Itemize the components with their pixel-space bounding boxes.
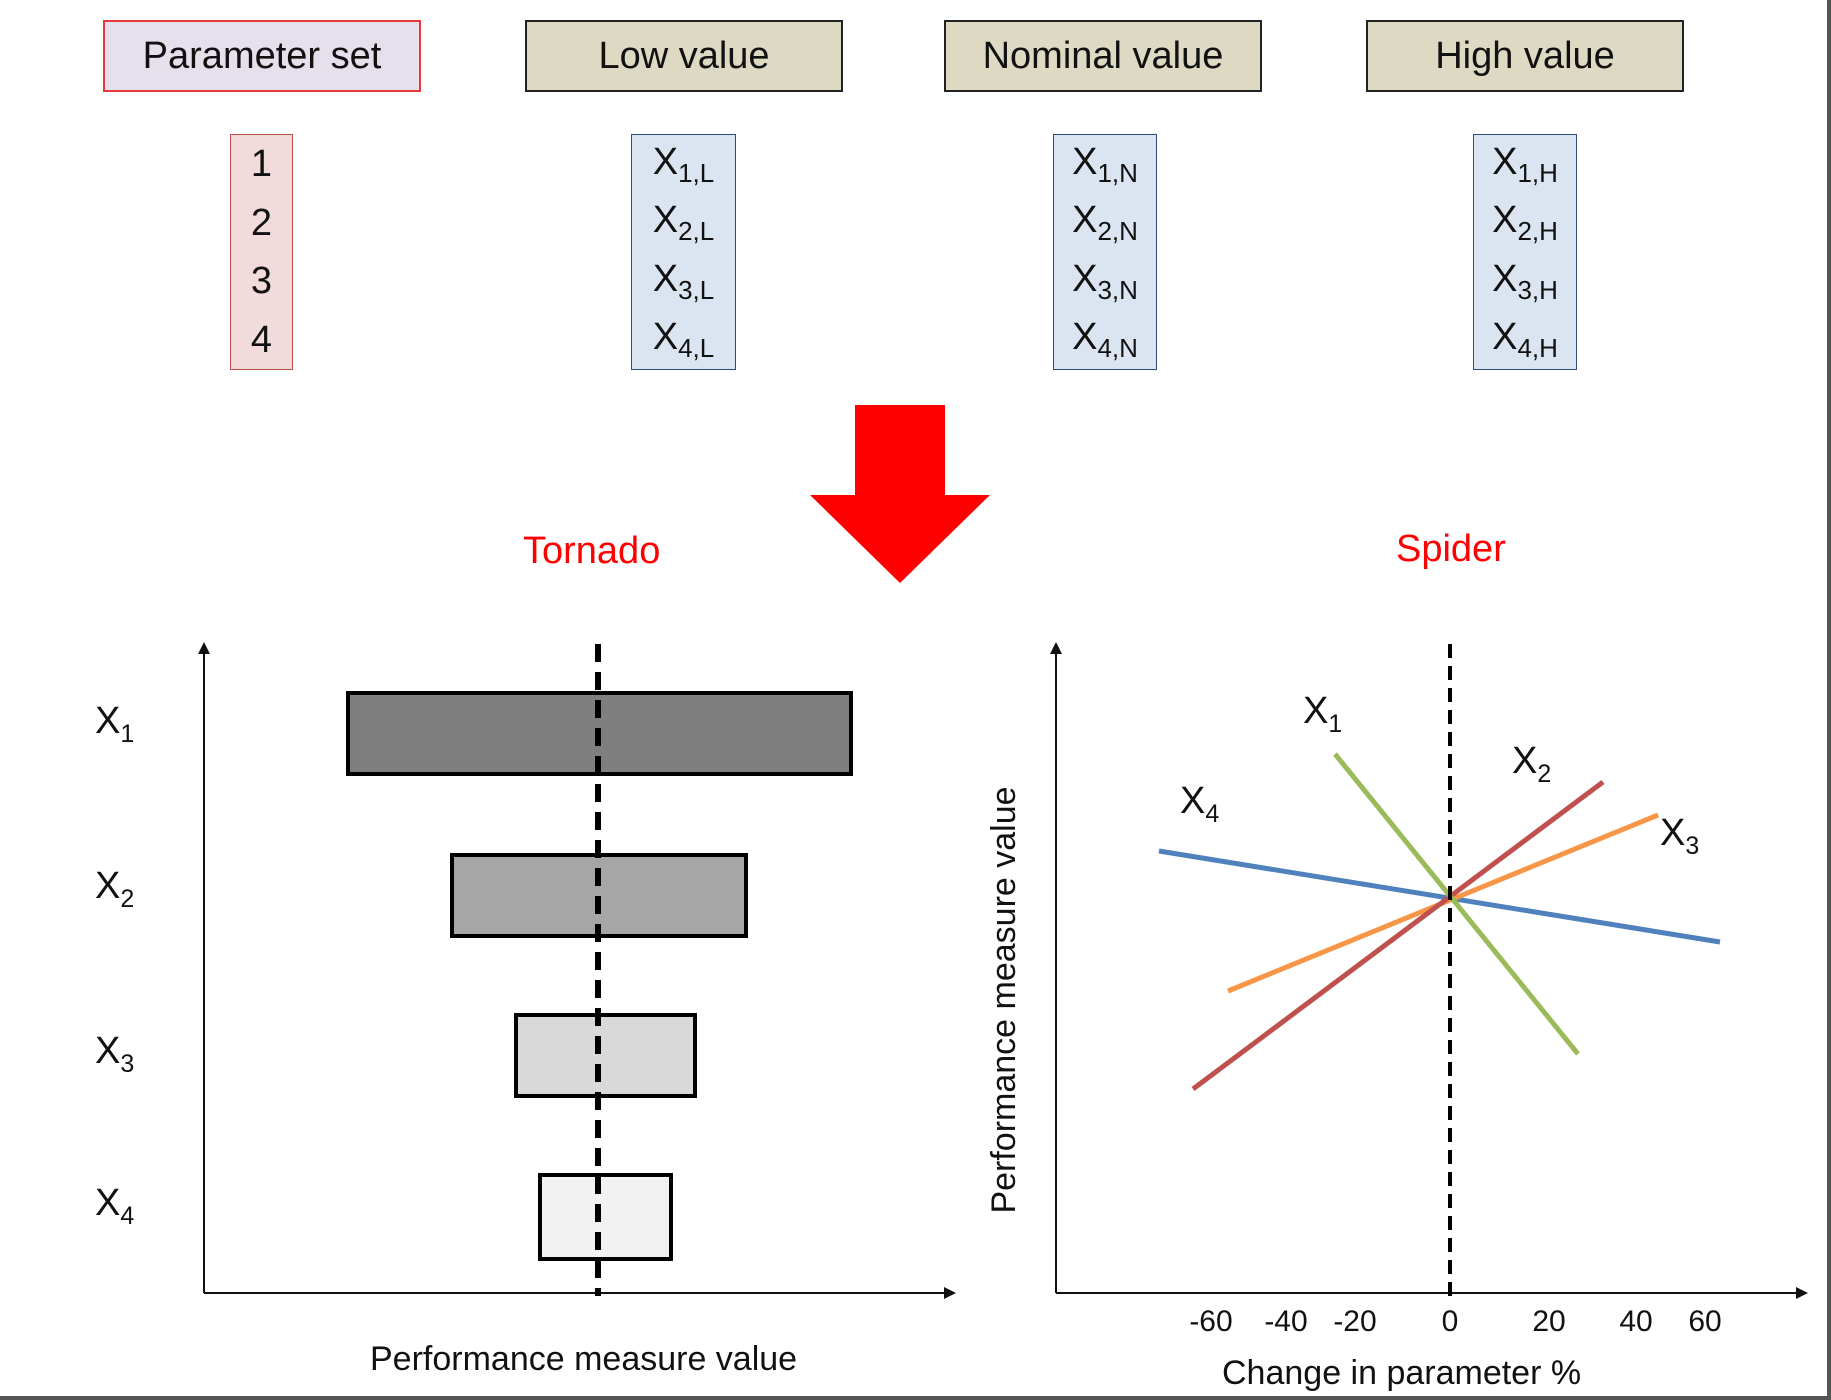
- spider-x-tick: 20: [1532, 1305, 1565, 1338]
- variable-symbol: X: [1072, 257, 1098, 300]
- variable-symbol: X: [1492, 199, 1518, 242]
- low-value-cell: X3,L: [653, 260, 715, 303]
- variable-subscript: 2: [1537, 760, 1552, 788]
- spider-x-axis-title: Change in parameter %: [1222, 1354, 1582, 1392]
- variable-symbol: X: [1492, 257, 1518, 300]
- variable-symbol: X: [652, 316, 679, 359]
- low-value-cell: X1,L: [653, 143, 715, 186]
- high-value-cell: X3,H: [1492, 260, 1558, 303]
- high-value-cell: X2,H: [1492, 201, 1558, 244]
- variable-subscript: 2,L: [678, 216, 715, 247]
- nominal-value-header: Nominal value: [944, 20, 1262, 92]
- nominal-value-cell: X4,N: [1072, 318, 1138, 361]
- spider-x-tick: -60: [1189, 1305, 1232, 1338]
- tornado-label-x1: X1: [95, 700, 134, 749]
- variable-symbol: X: [1303, 690, 1329, 732]
- high-value-cell: X1,H: [1492, 143, 1558, 186]
- high-value-header-label: High value: [1435, 34, 1615, 77]
- spider-title: Spider: [1396, 528, 1506, 570]
- variable-subscript: 4,H: [1517, 333, 1558, 364]
- spider-y-axis-title: Performance measure value: [985, 786, 1023, 1214]
- spider-x-tick: 60: [1688, 1305, 1721, 1338]
- variable-subscript: 4,L: [678, 333, 715, 364]
- variable-symbol: X: [1072, 140, 1098, 183]
- image-border-bottom: [0, 1396, 1831, 1400]
- parameter-number: 3: [250, 260, 273, 303]
- variable-subscript: 2,H: [1517, 216, 1558, 247]
- variable-symbol: X: [1180, 780, 1206, 822]
- variable-subscript: 3,H: [1517, 274, 1558, 305]
- parameter-set-column: 1 2 3 4: [230, 134, 293, 370]
- variable-subscript: 1: [1328, 710, 1343, 738]
- image-border-right: [1827, 0, 1831, 1400]
- variable-subscript: 1,H: [1517, 157, 1558, 188]
- variable-subscript: 3,N: [1097, 274, 1138, 305]
- high-value-header: High value: [1366, 20, 1684, 92]
- variable-subscript: 4: [120, 1202, 135, 1230]
- spider-label-x2: X2: [1512, 740, 1551, 789]
- spider-line-x1: [1333, 752, 1580, 1056]
- variable-symbol: X: [1492, 140, 1518, 183]
- variable-subscript: 1,L: [678, 157, 715, 188]
- variable-symbol: X: [95, 700, 121, 742]
- variable-subscript: 2: [120, 885, 135, 913]
- variable-subscript: 4: [1205, 800, 1220, 828]
- parameter-set-header: Parameter set: [103, 20, 421, 92]
- variable-subscript: 3: [120, 1050, 135, 1078]
- low-value-column: X1,L X2,L X3,L X4,L: [631, 134, 736, 370]
- parameter-set-header-label: Parameter set: [142, 34, 382, 77]
- variable-symbol: X: [652, 140, 679, 183]
- nominal-value-column: X1,N X2,N X3,N X4,N: [1053, 134, 1157, 370]
- variable-subscript: 4,N: [1097, 333, 1138, 364]
- tornado-label-x2: X2: [95, 865, 134, 914]
- variable-symbol: X: [1072, 199, 1098, 242]
- tornado-title: Tornado: [523, 530, 661, 572]
- variable-symbol: X: [95, 1182, 121, 1224]
- spider-x-tick: -20: [1333, 1305, 1376, 1338]
- low-value-header-label: Low value: [598, 34, 770, 77]
- variable-subscript: 3: [1685, 832, 1700, 860]
- variable-subscript: 1,N: [1097, 157, 1138, 188]
- low-value-cell: X2,L: [653, 201, 715, 244]
- low-value-cell: X4,L: [653, 318, 715, 361]
- variable-subscript: 1: [120, 720, 135, 748]
- spider-label-x1: X1: [1303, 690, 1342, 739]
- tornado-x-axis-title: Performance measure value: [370, 1340, 798, 1378]
- variable-symbol: X: [652, 257, 679, 300]
- variable-symbol: X: [95, 1030, 121, 1072]
- parameter-number: 4: [250, 318, 273, 361]
- spider-label-x3: X3: [1660, 812, 1699, 861]
- variable-subscript: 3,L: [678, 274, 715, 305]
- nominal-value-cell: X2,N: [1072, 201, 1138, 244]
- variable-symbol: X: [95, 865, 121, 907]
- parameter-number: 1: [250, 143, 273, 186]
- spider-line-x4: [1158, 848, 1721, 945]
- tornado-label-x4: X4: [95, 1182, 134, 1231]
- low-value-header: Low value: [525, 20, 843, 92]
- variable-symbol: X: [1512, 740, 1538, 782]
- variable-symbol: X: [1072, 316, 1098, 359]
- variable-subscript: 2,N: [1097, 216, 1138, 247]
- parameter-number: 2: [250, 201, 273, 244]
- tornado-label-x3: X3: [95, 1030, 134, 1079]
- spider-x-tick: -40: [1264, 1305, 1307, 1338]
- transition-arrow: [810, 405, 990, 583]
- variable-symbol: X: [1660, 812, 1686, 854]
- spider-label-x4: X4: [1180, 780, 1219, 829]
- variable-symbol: X: [1492, 316, 1518, 359]
- tornado-bar-x4: [538, 1173, 673, 1261]
- high-value-column: X1,H X2,H X3,H X4,H: [1473, 134, 1577, 370]
- variable-symbol: X: [652, 199, 679, 242]
- high-value-cell: X4,H: [1492, 318, 1558, 361]
- spider-line-x2: [1191, 779, 1605, 1092]
- tornado-bar-x2: [450, 853, 748, 938]
- nominal-value-cell: X3,N: [1072, 260, 1138, 303]
- tornado-bar-x3: [514, 1013, 697, 1098]
- spider-x-tick: 40: [1619, 1305, 1652, 1338]
- nominal-value-header-label: Nominal value: [982, 34, 1224, 77]
- nominal-value-cell: X1,N: [1072, 143, 1138, 186]
- spider-x-tick: 0: [1442, 1305, 1459, 1338]
